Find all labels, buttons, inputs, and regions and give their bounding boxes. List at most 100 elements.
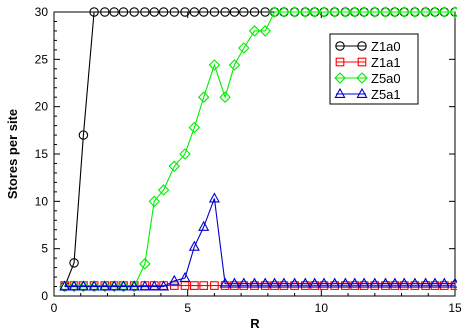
data-point [128,280,140,293]
y-tick-label: 20 [35,100,49,114]
legend-marker [356,72,368,84]
data-point [339,277,351,288]
legend-marker [356,87,368,98]
data-point [299,277,311,288]
data-point [190,281,199,290]
data-point [348,6,361,18]
y-axis: 0 5 10 15 20 25 30 [35,5,455,303]
data-point [329,277,341,288]
data-point [208,192,220,203]
y-tick-label: 5 [41,242,48,256]
data-point [369,277,381,288]
data-point [328,6,341,18]
legend-label: Z1a0 [371,39,401,54]
data-point [438,277,450,288]
data-point [158,280,170,291]
data-point [220,7,230,17]
data-point [99,280,111,293]
data-point [228,277,240,288]
data-point [149,7,160,17]
data-point [189,7,200,17]
data-point [389,6,401,18]
data-point [358,277,370,288]
y-tick-label: 15 [35,147,49,161]
data-point [308,6,321,18]
data-point [398,6,410,18]
data-point [269,277,281,288]
legend-label: Z1a1 [371,55,401,70]
data-point [379,6,392,18]
data-point [128,280,140,291]
data-point [188,121,201,134]
data-point [259,277,271,288]
legend-marker [357,57,367,67]
data-point [158,7,169,17]
data-point [210,281,219,290]
data-point [389,277,401,288]
data-point [248,277,261,288]
data-point [168,160,181,173]
data-point [219,91,231,103]
data-point [77,280,90,293]
data-point [420,277,432,288]
data-point [318,6,330,18]
data-point [278,277,290,288]
legend-marker [357,41,367,51]
data-point [239,7,249,17]
data-point [259,25,271,37]
data-point [157,184,170,196]
data-point [139,258,151,270]
data-point [409,277,421,288]
legend-marker [335,57,345,67]
data-point [219,277,231,288]
y-tick-label: 25 [35,52,49,66]
y-tick-label: 10 [35,194,49,208]
data-point [179,271,191,282]
x-tick-label: 0 [51,301,58,315]
data-point [117,280,130,291]
data-point [59,280,71,291]
data-point [198,220,210,231]
series-layer [58,6,457,293]
data-point [108,280,120,291]
data-point [209,7,220,17]
y-tick-label: 0 [41,289,48,303]
data-point [117,280,130,293]
data-point [197,91,210,103]
x-axis-title: R [250,316,260,331]
data-point [100,7,110,17]
data-point [438,6,451,18]
data-point [108,280,120,293]
data-point [148,280,160,291]
data-point [349,277,361,288]
data-point [139,280,151,291]
data-point [168,274,180,285]
data-point [208,59,221,71]
data-point [140,7,150,17]
data-point [58,280,71,293]
data-point [419,6,432,18]
data-point [409,6,421,18]
series-Z5a1 [59,192,457,291]
y-axis-title: Stores per site [5,109,20,199]
data-point [99,280,111,291]
data-point [249,7,260,17]
data-point [68,280,80,293]
data-point [238,277,250,288]
data-point [88,280,100,293]
data-point [398,277,410,288]
data-point [198,7,209,17]
data-point [180,7,190,17]
legend-label: Z5a1 [371,87,401,102]
data-point [429,6,441,18]
data-point [309,277,321,288]
data-point [449,277,457,288]
series-line [64,198,455,288]
data-point [188,240,200,251]
data-point [449,6,457,18]
data-point [339,6,352,18]
x-tick-label: 10 [315,301,329,315]
data-point [129,7,139,17]
data-point [228,59,241,71]
